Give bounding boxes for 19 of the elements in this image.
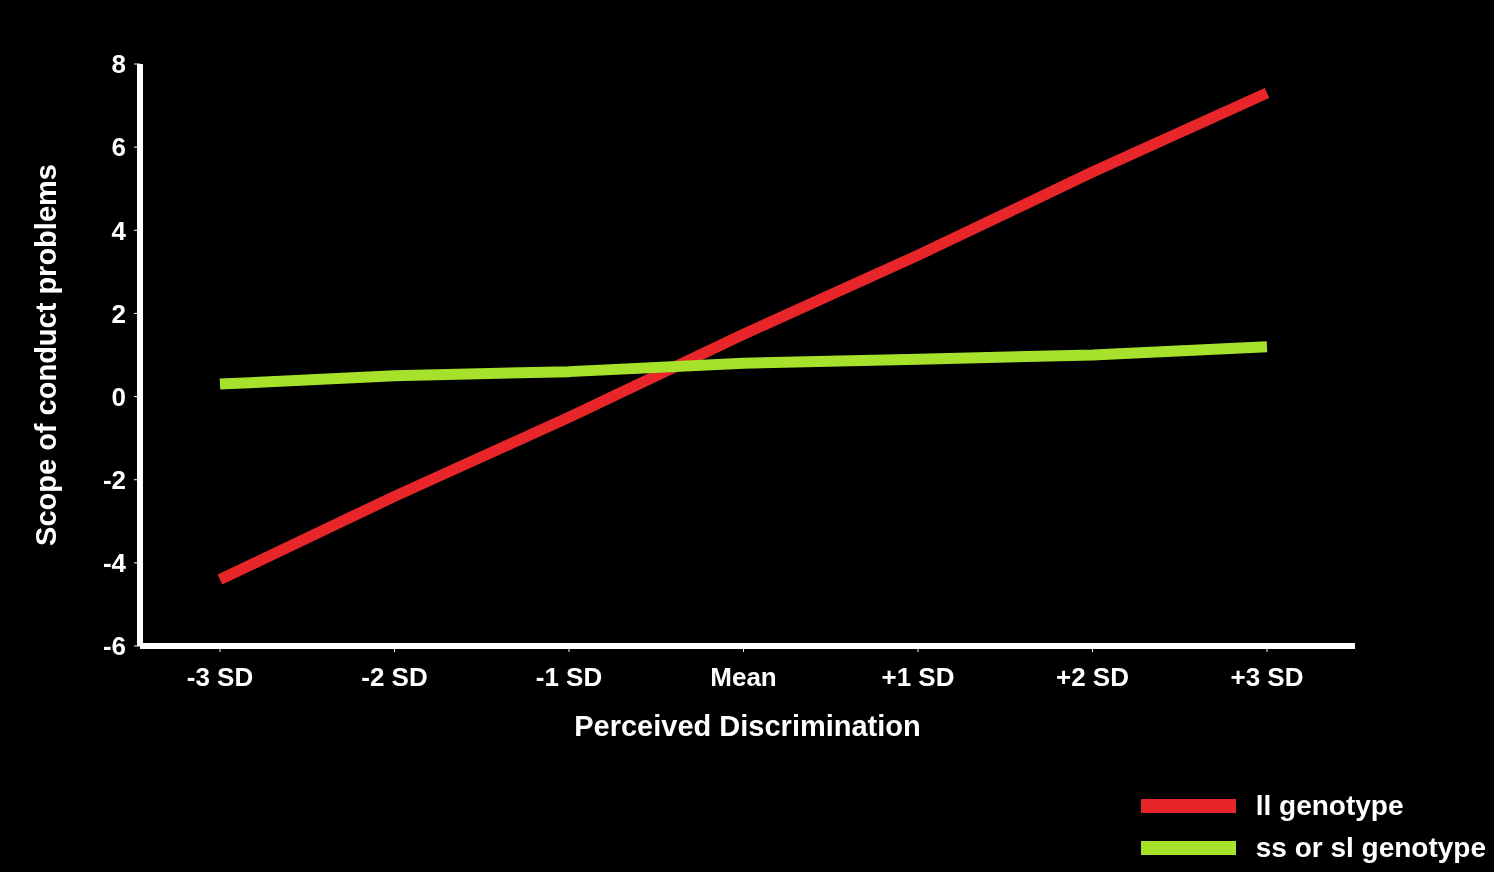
x-tick-label: +3 SD bbox=[1230, 662, 1304, 693]
y-tick-label: 6 bbox=[111, 132, 126, 163]
x-tick-label: -1 SD bbox=[535, 662, 603, 693]
x-axis-title: Perceived Discrimination bbox=[574, 710, 921, 742]
x-tick-label: +2 SD bbox=[1056, 662, 1129, 693]
y-tick-label: 0 bbox=[111, 381, 126, 412]
y-axis-title: Scope of conduct problems bbox=[30, 164, 63, 546]
y-tick-label: -6 bbox=[102, 631, 126, 662]
legend-label: ss or sl genotype bbox=[1255, 832, 1486, 864]
x-tick-label: Mean bbox=[710, 662, 777, 693]
y-tick-label: 8 bbox=[111, 49, 126, 80]
x-tick-label: -3 SD bbox=[186, 662, 254, 693]
x-tick-label: +1 SD bbox=[881, 662, 955, 693]
y-tick-label: 4 bbox=[111, 215, 127, 246]
y-tick-label: -4 bbox=[102, 548, 127, 579]
y-tick-label: -2 bbox=[102, 464, 126, 495]
y-tick-label: 2 bbox=[111, 298, 126, 329]
legend-label: ll genotype bbox=[1255, 790, 1404, 822]
x-tick-label: -2 SD bbox=[361, 662, 428, 693]
